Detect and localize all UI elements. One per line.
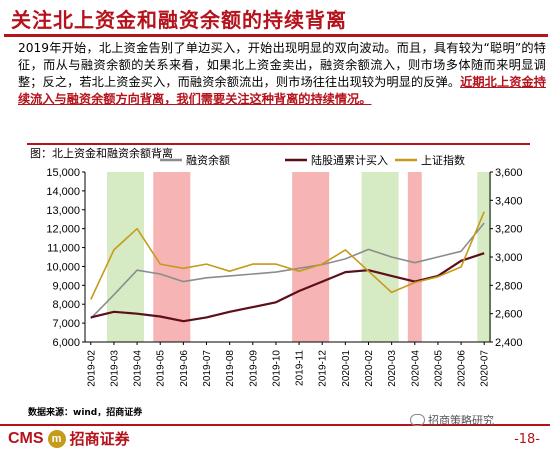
left-tick-label: 7,000	[52, 318, 80, 330]
left-tick-label: 11,000	[47, 243, 80, 255]
x-tick-label: 2019-07	[202, 350, 213, 387]
series-line-上证指数	[90, 211, 485, 300]
company-name: 招商证券	[69, 430, 130, 448]
x-tick-label: 2020-01	[341, 350, 352, 387]
logo-text: CMS	[8, 429, 44, 447]
company-logo: CMS m 招商证券	[8, 428, 130, 449]
left-tick-label: 13,000	[46, 205, 80, 217]
right-tick-label: 2,400	[495, 337, 523, 349]
x-tick-label: 2019-06	[179, 350, 190, 387]
right-tick-label: 3,200	[495, 224, 523, 236]
x-tick-label: 2020-04	[410, 350, 421, 387]
paragraph-highlight: 近期北上资金持续流入与融资余额方向背离，我们需要关注这种背离的持续情况。	[18, 75, 546, 106]
series-line-融资余额	[90, 222, 485, 319]
shaded-period-5	[477, 172, 492, 342]
page-title: 关注北上资金和融资余额的持续背离	[11, 8, 347, 32]
x-tick-label: 2019-11	[295, 350, 306, 386]
left-tick-label: 6,000	[52, 337, 80, 349]
chart-title-divider	[27, 143, 530, 145]
page-number: -18-	[514, 432, 540, 447]
left-tick-label: 9,000	[52, 280, 80, 292]
left-tick-label: 15,000	[46, 167, 80, 179]
legend-label-上证指数: 上证指数	[421, 153, 465, 167]
x-tick-label: 2019-03	[109, 350, 120, 387]
wechat-name: 招商策略研究	[428, 414, 494, 427]
shaded-period-1	[153, 172, 191, 342]
x-tick-label: 2019-10	[271, 350, 282, 387]
title-divider	[4, 34, 548, 37]
series-line-陆股通累计买入	[90, 252, 485, 323]
data-source: 数据来源：wind，招商证券	[28, 408, 143, 418]
left-tick-label: 12,000	[46, 224, 80, 236]
wechat-icon	[410, 414, 425, 426]
x-tick-label: 2019-02	[86, 350, 97, 387]
left-tick-label: 14,000	[46, 186, 80, 198]
shaded-period-0	[106, 172, 145, 342]
paragraph-text: 2019年开始，北上资金告别了单边买入，开始出现明显的双向波动。而且，具有较为“…	[18, 41, 546, 89]
x-tick-label: 2019-12	[318, 350, 329, 387]
x-tick-label: 2020-03	[387, 350, 398, 387]
shaded-period-4	[407, 172, 422, 342]
right-tick-label: 2,800	[495, 280, 523, 292]
x-tick-label: 2019-05	[156, 350, 167, 387]
logo-emblem-icon: m	[47, 429, 66, 448]
x-tick-label: 2019-09	[248, 350, 259, 387]
x-tick-label: 2019-08	[225, 350, 236, 387]
right-tick-label: 3,000	[495, 252, 523, 264]
chart-title: 图：北上资金和融资余额背离	[30, 147, 173, 160]
right-tick-label: 2,600	[495, 309, 523, 321]
legend-label-融资余额: 融资余额	[186, 153, 230, 167]
left-tick-label: 8,000	[52, 299, 80, 311]
legend-label-陆股通累计买入: 陆股通累计买入	[311, 153, 388, 167]
x-tick-label: 2019-04	[133, 350, 144, 387]
x-tick-label: 2020-02	[364, 350, 375, 387]
body-paragraph: 2019年开始，北上资金告别了单边买入，开始出现明显的双向波动。而且，具有较为“…	[18, 40, 546, 108]
right-tick-label: 3,600	[495, 167, 523, 179]
left-tick-label: 10,000	[46, 261, 80, 273]
right-tick-label: 3,400	[495, 195, 523, 207]
x-tick-label: 2020-07	[480, 350, 491, 387]
shaded-period-2	[292, 172, 330, 342]
footer-divider	[0, 424, 550, 426]
x-tick-label: 2020-06	[457, 350, 468, 387]
wechat-account: 招商策略研究	[410, 412, 494, 428]
x-tick-label: 2020-05	[433, 350, 444, 387]
